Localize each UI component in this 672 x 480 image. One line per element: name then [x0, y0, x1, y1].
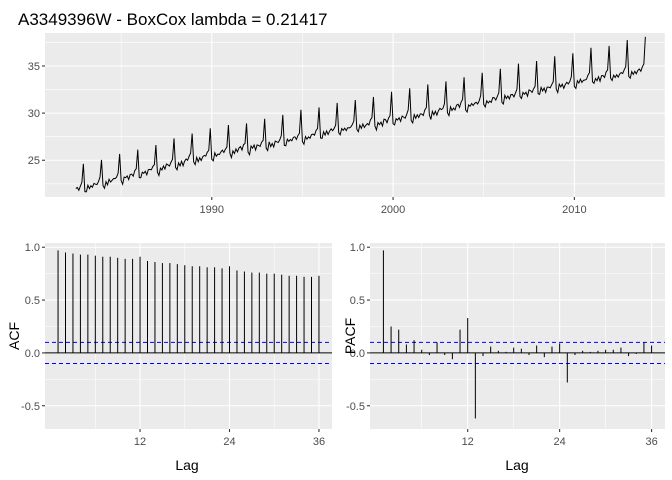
pacf-x-tick-label: 12 — [462, 436, 474, 448]
timeseries-line — [75, 36, 646, 193]
acf-x-tick-label: 12 — [134, 436, 146, 448]
acf-y-tick-label: 0.5 — [25, 295, 40, 307]
chart-title: A3349396W - BoxCox lambda = 0.21417 — [18, 10, 328, 29]
timeseries-y-tick-label: 30 — [28, 108, 40, 120]
pacf-x-tick-label: 24 — [554, 436, 566, 448]
pacf-x-axis-title: Lag — [505, 457, 528, 473]
timeseries-x-tick-label: 1990 — [200, 204, 224, 216]
pacf-y-tick-label: 1.0 — [350, 242, 365, 254]
pacf-y-tick-label: 0.5 — [350, 295, 365, 307]
timeseries-x-tick-label: 2010 — [562, 204, 586, 216]
pacf-panel — [370, 243, 665, 429]
pacf-y-tick-label: 0.0 — [350, 348, 365, 360]
pacf-y-tick-label: -0.5 — [346, 401, 365, 413]
pacf-gridlines — [370, 243, 665, 429]
acf-y-tick-label: -0.5 — [21, 401, 40, 413]
timeseries-panel-background — [45, 33, 665, 197]
pacf-y-axis-title: PACF — [342, 318, 358, 354]
acf-y-tick-label: 0.0 — [25, 348, 40, 360]
acf-panel — [45, 243, 332, 429]
timeseries-x-tick-label: 2000 — [381, 204, 405, 216]
timeseries-panel — [45, 33, 666, 197]
acf-x-axis-title: Lag — [175, 457, 198, 473]
acf-bars — [45, 250, 332, 364]
acf-y-axis-title: ACF — [6, 322, 22, 350]
pacf-x-tick-label: 36 — [645, 436, 657, 448]
timeseries-y-tick-label: 25 — [28, 155, 40, 167]
timeseries-gridlines — [45, 33, 666, 197]
acf-axes: 12 24 36 -0.5 0.0 0.5 1.0 — [21, 242, 325, 448]
pacf-panel-background — [370, 243, 665, 429]
timeseries-axes: 1990 2000 2010 25 30 35 — [28, 61, 587, 216]
pacf-axes: 12 24 36 -0.5 0.0 0.5 1.0 — [346, 242, 658, 448]
timeseries-y-tick-label: 35 — [28, 61, 40, 73]
pacf-bars — [370, 250, 665, 419]
acf-x-tick-label: 36 — [313, 436, 325, 448]
acf-x-tick-label: 24 — [223, 436, 235, 448]
acf-panel-background — [45, 243, 332, 429]
acf-y-tick-label: 1.0 — [25, 242, 40, 254]
